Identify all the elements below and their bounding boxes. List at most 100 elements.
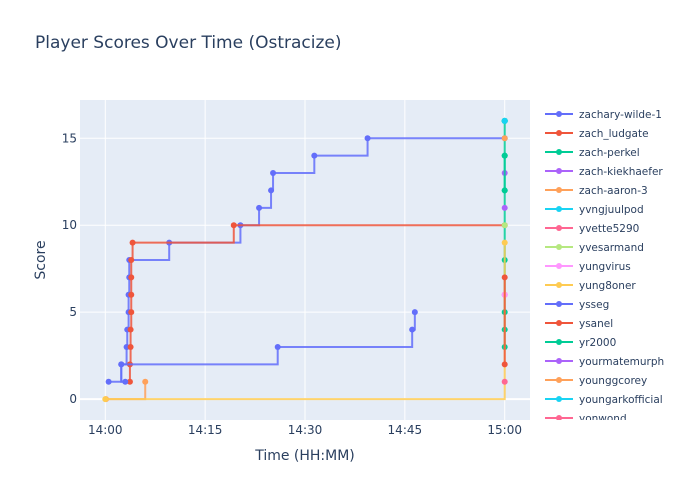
legend-item[interactable]: yungvirus (545, 261, 631, 273)
data-point (230, 222, 237, 229)
data-point (118, 361, 125, 368)
series-yonwond (501, 378, 508, 385)
legend-marker (556, 320, 562, 326)
data-point (501, 187, 508, 194)
data-point (501, 117, 508, 124)
data-point (102, 396, 109, 403)
series-youngarkofficial (501, 117, 508, 124)
data-point (501, 204, 508, 211)
legend-marker (556, 187, 562, 193)
legend-item[interactable]: yourmatemurph (545, 356, 664, 368)
legend-label: younggcorey (579, 375, 647, 387)
data-point (411, 309, 418, 316)
data-point (409, 326, 416, 333)
series-ysseg (118, 309, 418, 385)
x-tick-label: 15:00 (487, 423, 522, 437)
data-point (128, 257, 135, 263)
legend-label: zach-aaron-3 (579, 185, 648, 197)
legend-item[interactable]: yung8oner (545, 280, 636, 292)
data-point (501, 222, 508, 229)
data-point (268, 187, 275, 194)
legend-label: youngarkofficial (579, 394, 663, 406)
legend-item[interactable]: younggcorey (545, 375, 647, 387)
data-point (274, 343, 281, 350)
legend-label: yung8oner (579, 280, 636, 292)
legend-item[interactable]: ysanel (545, 318, 613, 330)
legend-label: zach-perkel (579, 147, 640, 159)
series-younggcorey (501, 135, 508, 142)
x-tick-label: 14:45 (388, 423, 423, 437)
y-tick-label: 15 (62, 131, 77, 145)
data-point (501, 274, 508, 281)
x-tick-label: 14:30 (288, 423, 323, 437)
legend-marker (556, 130, 562, 136)
data-point (501, 361, 508, 368)
legend-label: yonwond (579, 413, 627, 425)
data-point (364, 135, 371, 142)
legend-label: yvngjuulpod (579, 204, 644, 216)
data-point (270, 170, 277, 177)
y-tick-label: 0 (69, 392, 77, 406)
legend-item[interactable]: zach-aaron-3 (545, 185, 648, 197)
legend-item[interactable]: yonwond (545, 413, 627, 425)
data-point (501, 239, 508, 246)
legend-label: zach-kiekhaefer (579, 166, 663, 178)
data-point (129, 239, 136, 246)
data-point (501, 152, 508, 159)
data-point (128, 291, 135, 298)
legend-item[interactable]: yr2000 (545, 337, 616, 349)
legend-item[interactable]: zach-perkel (545, 147, 640, 159)
legend-item[interactable]: youngarkofficial (545, 394, 663, 406)
series-yourmatemurph (501, 204, 508, 211)
legend-marker (556, 206, 562, 212)
legend-item[interactable]: zach_ludgate (545, 128, 649, 140)
y-axis-label: Score (33, 240, 49, 279)
legend-label: ysanel (579, 318, 613, 330)
legend-marker (556, 301, 562, 307)
data-point (122, 378, 129, 385)
y-tick-label: 10 (62, 218, 77, 232)
legend-item[interactable]: yvette5290 (545, 223, 639, 235)
legend-marker (556, 358, 562, 364)
legend-label: yvette5290 (579, 223, 639, 235)
legend-marker (556, 111, 562, 117)
x-tick-label: 14:00 (88, 423, 123, 437)
legend-item[interactable]: zach-kiekhaefer (545, 166, 663, 178)
data-point (126, 378, 133, 385)
data-point (127, 343, 134, 350)
legend-label: zach_ludgate (579, 128, 649, 140)
x-axis-label: Time (HH:MM) (254, 448, 355, 464)
legend-item[interactable]: zachary-wilde-1 (545, 109, 662, 121)
data-point (501, 378, 508, 385)
legend-marker (556, 396, 562, 402)
legend-marker (556, 168, 562, 174)
legend-marker (556, 244, 562, 250)
legend-item[interactable]: yvngjuulpod (545, 204, 644, 216)
legend-item[interactable]: ysseg (545, 299, 609, 311)
data-point (142, 378, 149, 385)
data-point (311, 152, 318, 159)
y-tick-label: 5 (69, 305, 77, 319)
legend-label: zachary-wilde-1 (579, 109, 662, 121)
legend-marker (556, 282, 562, 288)
data-point (256, 204, 263, 211)
series-yvesarmand (501, 222, 508, 229)
legend-marker (556, 377, 562, 383)
legend-label: yourmatemurph (579, 356, 664, 368)
legend-marker (556, 415, 562, 420)
data-point (128, 309, 135, 316)
chart-title: Player Scores Over Time (Ostracize) (35, 33, 342, 53)
legend-label: yr2000 (579, 337, 616, 349)
legend-marker (556, 225, 562, 231)
series-layer (102, 117, 508, 403)
legend-marker (556, 149, 562, 155)
legend-marker (556, 339, 562, 345)
legend-label: yvesarmand (579, 242, 644, 254)
data-point (501, 135, 508, 142)
data-point (105, 378, 112, 385)
legend-item[interactable]: yvesarmand (545, 242, 644, 254)
legend-label: yungvirus (579, 261, 631, 273)
legend-marker (556, 263, 562, 269)
